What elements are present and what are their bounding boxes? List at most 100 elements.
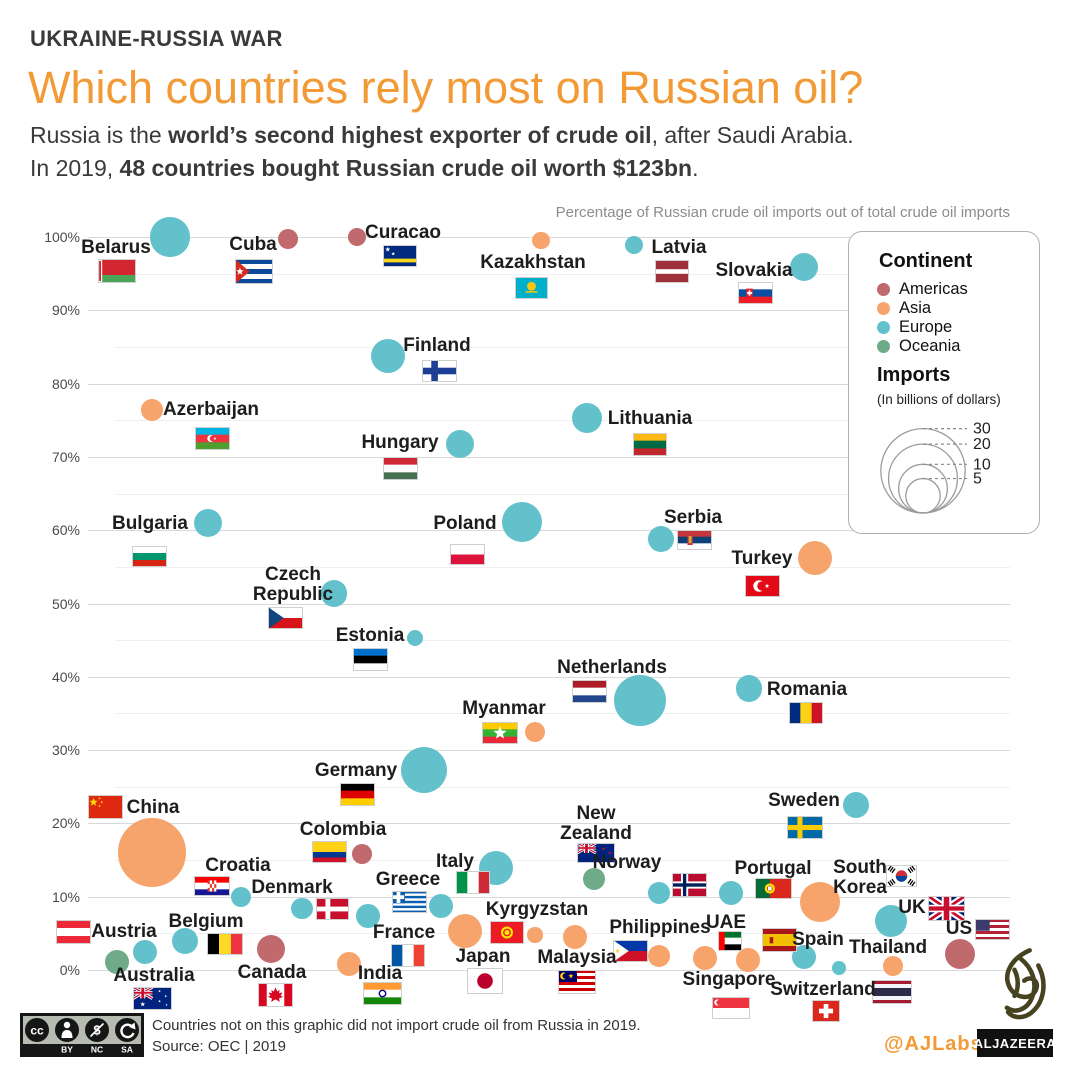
flag-belarus-icon: [98, 259, 136, 284]
subtitle-line-2: In 2019, 48 countries bought Russian cru…: [30, 155, 698, 182]
chart-subtitle: Percentage of Russian crude oil imports …: [555, 204, 1010, 221]
country-label-norway: Norway: [592, 852, 662, 873]
flag-bulgaria-icon: [132, 546, 167, 568]
country-label-germany: Germany: [314, 760, 398, 781]
bubble-hungary: [446, 429, 474, 458]
bubble-lithuania: [571, 403, 602, 434]
svg-text:NC: NC: [91, 1045, 103, 1055]
legend-dot-icon: [877, 283, 890, 296]
bubble-us: [944, 938, 975, 969]
legend-item-label: Oceania: [899, 337, 961, 355]
bubble-south-korea: [800, 881, 840, 922]
y-axis-tick: 10%: [51, 888, 80, 905]
flag-switzerland-icon: [812, 1000, 840, 1022]
flag-croatia-icon: [194, 876, 230, 897]
subtitle-text: , after Saudi Arabia.: [651, 122, 854, 148]
minor-gridline: [115, 566, 1010, 568]
country-label-czech-republic: Czech Republic: [252, 564, 334, 605]
flag-new-zealand-icon: [576, 841, 615, 863]
country-label-china: China: [126, 797, 180, 818]
y-axis-tick: 70%: [51, 448, 80, 465]
y-axis-tick: 40%: [51, 668, 80, 685]
bubble-kazakhstan: [532, 231, 550, 250]
y-axis-tick: 60%: [51, 522, 80, 539]
bubble-portugal: [719, 881, 743, 905]
flag-latvia-icon: [655, 260, 689, 284]
svg-text:5: 5: [973, 471, 982, 488]
country-label-canada: Canada: [237, 962, 307, 983]
svg-text:SA: SA: [121, 1045, 133, 1055]
bubble-serbia: [647, 525, 675, 553]
flag-norway-icon: [672, 873, 707, 897]
legend-item-americas: Americas: [877, 280, 968, 299]
country-label-greece: Greece: [375, 869, 441, 890]
flag-australia-icon: [132, 985, 172, 1010]
flag-south-korea-icon: [886, 865, 917, 887]
major-gridline: [88, 530, 1010, 532]
flag-hungary-icon: [383, 457, 418, 481]
bubble-curacao: [347, 227, 367, 247]
bubble-norway: [648, 882, 670, 904]
flag-colombia-icon: [312, 841, 347, 864]
subtitle-line-1: Russia is the world’s second highest exp…: [30, 122, 854, 149]
page-title: Which countries rely most on Russian oil…: [28, 62, 864, 113]
country-label-australia: Australia: [113, 965, 195, 986]
flag-azerbaijan-icon: [195, 427, 230, 451]
ajlabs-handle: @AJLabs: [884, 1033, 983, 1055]
bubble-croatia: [230, 886, 252, 907]
flag-czech-republic-icon: [268, 607, 303, 630]
major-gridline: [88, 676, 1010, 678]
flag-philippines-icon: [613, 940, 648, 963]
country-label-kazakhstan: Kazakhstan: [480, 252, 586, 273]
legend-continent-items: Americas Asia Europe Oceania: [877, 280, 968, 356]
major-gridline: [88, 896, 1010, 898]
flag-netherlands-icon: [572, 680, 607, 704]
flag-japan-icon: [467, 968, 503, 994]
flag-lithuania-icon: [633, 433, 667, 457]
flag-kazakhstan-icon: [515, 277, 548, 299]
country-label-thailand: Thailand: [848, 937, 928, 958]
flag-cuba-icon: [235, 259, 273, 285]
bubble-azerbaijan: [141, 399, 163, 421]
bubble-czech-republic: [320, 579, 348, 607]
flag-singapore-icon: [712, 997, 750, 1020]
legend: Continent Americas Asia Europe Oceania Impo…: [848, 231, 1040, 534]
flag-thailand-icon: [872, 980, 912, 1005]
y-axis-tick: 100%: [44, 229, 80, 245]
bubble-myanmar: [524, 721, 546, 742]
bubble-thailand: [882, 956, 904, 977]
flag-portugal-icon: [755, 878, 793, 899]
country-label-cuba: Cuba: [229, 234, 277, 255]
svg-text:10: 10: [973, 456, 991, 473]
bubble-japan: [447, 914, 483, 949]
legend-item-europe: Europe: [877, 318, 968, 337]
bubble-belgium: [171, 927, 199, 954]
legend-item-oceania: Oceania: [877, 337, 968, 356]
bubble-sweden: [842, 791, 870, 819]
minor-gridline: [115, 346, 1010, 348]
svg-text:BY: BY: [61, 1045, 73, 1055]
flag-austria-icon: [56, 920, 91, 945]
country-label-belgium: Belgium: [168, 911, 244, 932]
country-label-belarus: Belarus: [81, 237, 151, 258]
bubble-cuba: [277, 229, 299, 250]
subtitle-text: 48 countries bought Russian crude oil wo…: [119, 155, 693, 181]
bubble-denmark: [291, 897, 313, 920]
bubble-china: [117, 818, 187, 888]
country-label-south-korea: South Korea: [833, 857, 887, 898]
bubble-kyrgyzstan: [527, 927, 543, 943]
major-gridline: [88, 970, 1010, 971]
country-label-poland: Poland: [433, 513, 497, 534]
legend-size-scale: 30 20 10 5: [849, 402, 1039, 538]
bubble-uae: [736, 947, 760, 972]
country-label-hungary: Hungary: [361, 432, 439, 453]
footer-source: Source: OEC | 2019: [152, 1038, 286, 1055]
country-label-azerbaijan: Azerbaijan: [162, 399, 260, 420]
legend-continent-title: Continent: [879, 250, 973, 272]
country-label-latvia: Latvia: [651, 237, 707, 258]
country-label-serbia: Serbia: [663, 507, 723, 528]
legend-imports-note: (In billions of dollars): [877, 392, 1001, 407]
bubble-philippines: [648, 945, 670, 967]
country-label-croatia: Croatia: [205, 855, 271, 876]
country-label-romania: Romania: [766, 679, 848, 700]
